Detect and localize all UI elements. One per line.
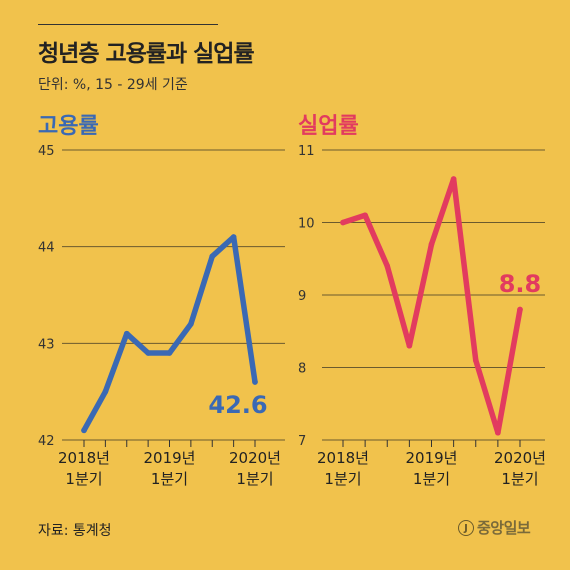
- unemployment-xtick-label: 2018년: [317, 449, 369, 467]
- employment-data-point: [166, 350, 173, 356]
- publisher-logo: J 중앙일보: [458, 517, 531, 538]
- unit-label: 단위: %, 15 - 29세 기준: [38, 77, 188, 93]
- employment-xtick-label: 1분기: [236, 470, 273, 488]
- unemployment-value-annotation: 8.8: [499, 270, 542, 298]
- unemployment-xtick-label: 2020년: [494, 449, 546, 467]
- logo-mark-icon: J: [458, 519, 474, 536]
- unemployment-ytick-label: 9: [298, 289, 306, 304]
- unemployment-xtick-label: 1분기: [324, 470, 361, 488]
- employment-ytick-label: 42: [38, 434, 55, 449]
- employment-data-point: [230, 234, 237, 240]
- unemployment-ytick-label: 10: [298, 217, 315, 232]
- unemployment-ytick-label: 11: [298, 144, 315, 159]
- unemployment-data-point: [517, 306, 523, 313]
- employment-data-point: [102, 388, 109, 395]
- employment-ytick-label: 44: [38, 241, 55, 256]
- employment-xtick-label: 2020년: [229, 449, 281, 467]
- employment-data-point: [252, 379, 258, 385]
- employment-data-point: [188, 321, 194, 327]
- logo-text: 중앙일보: [477, 519, 531, 537]
- unemployment-data-point: [472, 357, 479, 364]
- employment-xtick-label: 1분기: [65, 470, 102, 488]
- employment-ytick-label: 43: [38, 337, 55, 352]
- employment-value-annotation: 42.6: [208, 391, 267, 419]
- unemployment-data-point: [428, 241, 435, 248]
- unemployment-series-line: [340, 176, 523, 436]
- employment-xtick-label: 2018년: [58, 449, 110, 467]
- source-label: 자료: 통계청: [38, 523, 112, 539]
- unemployment-data-point: [406, 342, 413, 349]
- employment-panel-title: 고용률: [38, 114, 99, 139]
- unemployment-ytick-label: 8: [298, 362, 306, 377]
- unemployment-xtick-label: 1분기: [413, 470, 450, 488]
- employment-ytick-label: 45: [38, 144, 55, 159]
- unemployment-data-point: [384, 263, 391, 269]
- employment-xtick-label: 2019년: [144, 449, 196, 467]
- title-rule: [38, 24, 218, 25]
- unemployment-data-point: [495, 429, 501, 436]
- unemployment-ytick-label: 7: [298, 434, 306, 449]
- employment-data-point: [81, 427, 87, 434]
- unemployment-data-point: [362, 212, 368, 219]
- unemployment-panel-title: 실업률: [298, 114, 359, 139]
- employment-xtick-label: 1분기: [151, 470, 188, 488]
- unemployment-xtick-label: 1분기: [501, 470, 538, 488]
- chart-title: 청년층 고용률과 실업률: [38, 41, 255, 67]
- employment-data-point: [145, 350, 151, 356]
- employment-data-point: [123, 330, 130, 337]
- employment-data-point: [209, 253, 216, 260]
- unemployment-data-point: [340, 219, 346, 226]
- unemployment-xtick-label: 2019년: [406, 449, 458, 467]
- unemployment-data-point: [450, 176, 457, 182]
